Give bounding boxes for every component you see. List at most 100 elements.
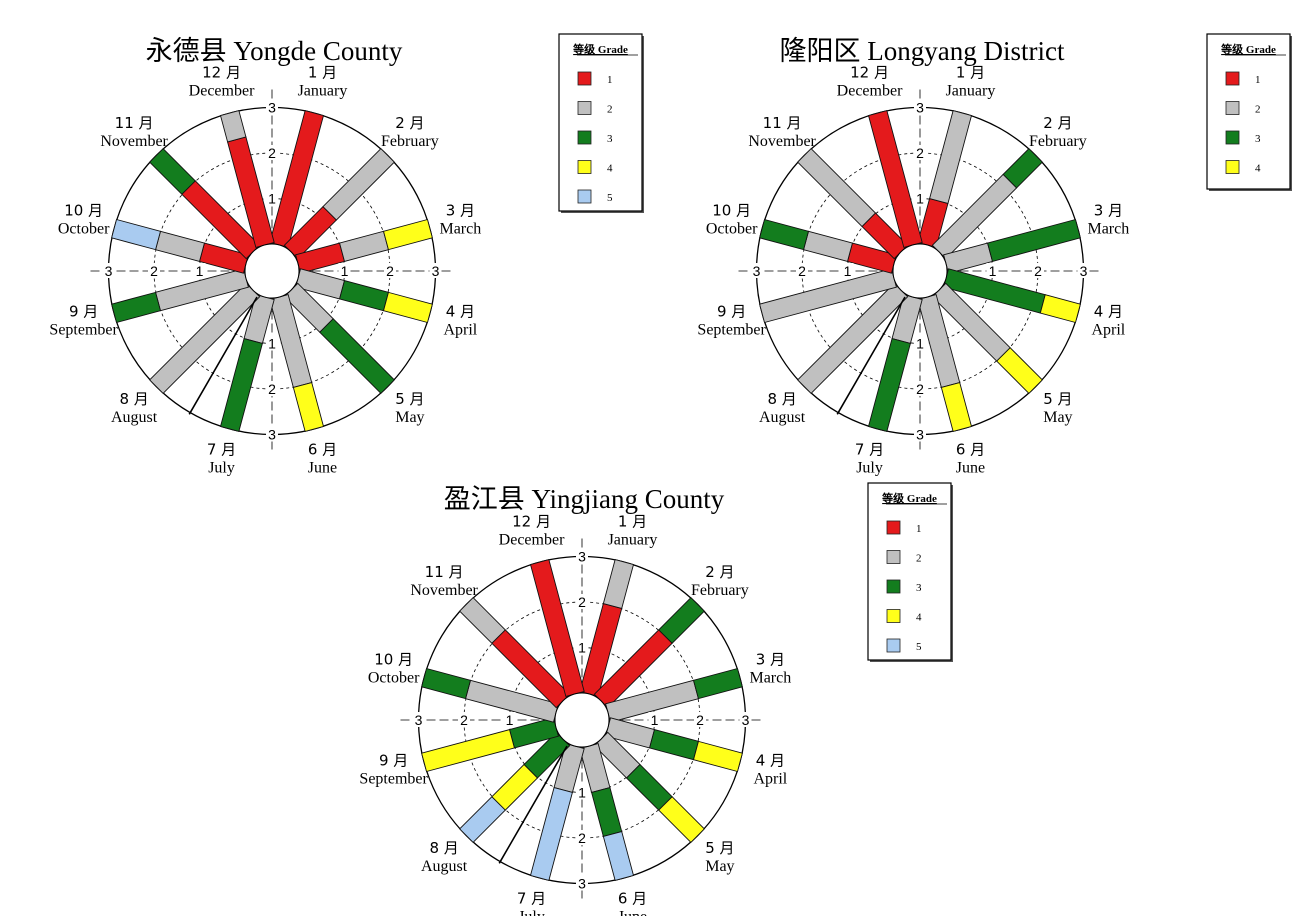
chart-title: 永德县 Yongde County: [146, 36, 403, 66]
month-label-en: September: [697, 321, 766, 338]
tick-label-bg: [266, 381, 278, 396]
tick-label: 3: [268, 100, 276, 116]
month-label-cn: 1 月: [956, 64, 985, 82]
tick-label: 1: [196, 263, 204, 279]
legend-label: 3: [607, 133, 613, 145]
center-hole: [892, 243, 948, 299]
month-bar: [111, 268, 249, 324]
tick-label: 1: [651, 712, 659, 728]
bar-segment-grade-4: [382, 291, 433, 324]
legend-label: 2: [607, 104, 613, 116]
month-bar: [917, 110, 973, 248]
month-label-en: June: [956, 459, 985, 476]
month-label-cn: 7 月: [855, 440, 884, 458]
bar-segment-grade-3: [759, 218, 810, 251]
tick-label-bg: [841, 263, 854, 278]
tick-label: 3: [432, 263, 440, 279]
tick-label-bg: [796, 263, 808, 278]
legend-swatch-grade-3: [886, 579, 901, 594]
month-label-cn: 1 月: [618, 513, 647, 531]
bar-segment-grade-5: [602, 830, 635, 881]
month-label-cn: 4 月: [756, 751, 785, 769]
bar-segment-grade-3: [319, 318, 395, 394]
month-label-cn: 2 月: [705, 563, 734, 581]
month-bar: [867, 294, 923, 432]
legend-swatch-grade-3: [577, 130, 592, 145]
tick-label-bg: [148, 263, 160, 278]
month-label-cn: 10 月: [712, 202, 751, 220]
tick-label-bg: [750, 263, 763, 278]
bar-segment-grade-3: [867, 338, 911, 432]
legend: 等级 Grade 1 2 3 4 5: [867, 482, 953, 662]
tick-label: 3: [753, 263, 761, 279]
tick-label: 2: [916, 381, 924, 397]
tick-label-bg: [576, 594, 588, 609]
month-label-en: November: [410, 582, 478, 599]
tick-label-bg: [338, 263, 351, 278]
month-bar: [459, 597, 571, 709]
month-label-cn: 4 月: [1094, 302, 1123, 320]
month-bar: [295, 268, 433, 324]
bar-segment-grade-3: [149, 148, 196, 195]
legend-title: 等级 Grade: [1220, 42, 1276, 56]
month-label-en: November: [100, 133, 168, 150]
legend-swatch-grade-2: [1225, 101, 1240, 115]
month-label-en: July: [518, 908, 545, 916]
bar-segment-grade-3: [692, 667, 743, 700]
month-label-en: December: [189, 83, 255, 100]
tick-label: 2: [1034, 263, 1042, 279]
legend-label: 1: [1255, 74, 1261, 86]
tick-label-bg: [576, 784, 588, 800]
legend-swatch-grade-4: [1225, 160, 1240, 174]
month-label-cn: 9 月: [717, 302, 746, 320]
chart-title: 隆阳区 Longyang District: [780, 36, 1065, 66]
tick-label: 2: [460, 712, 468, 728]
month-label-en: January: [298, 83, 348, 100]
tick-label: 2: [578, 830, 586, 846]
month-label-en: March: [1087, 221, 1129, 238]
bar-segment-grade-4: [658, 796, 705, 843]
tick-label: 3: [742, 712, 750, 728]
tick-label: 3: [1080, 263, 1088, 279]
legend-title: 等级 Grade: [881, 491, 937, 505]
month-label-cn: 7 月: [207, 440, 236, 458]
legend-swatch-grade-1: [886, 520, 901, 535]
month-label-en: February: [381, 133, 439, 150]
tick-label: 2: [150, 263, 158, 279]
tick-label-bg: [458, 712, 470, 727]
tick-label-bg: [266, 99, 278, 115]
tick-label: 1: [916, 336, 924, 352]
month-label-cn: 10 月: [64, 202, 103, 220]
legend: 等级 Grade 1 2 3 4: [1206, 33, 1292, 191]
month-label-en: May: [705, 858, 734, 875]
tick-label-bg: [429, 263, 442, 278]
month-label-cn: 2 月: [395, 114, 424, 132]
bar-segment-grade-4: [692, 740, 743, 773]
month-label-en: September: [359, 770, 428, 787]
month-label-en: April: [443, 321, 477, 338]
bar-segment-grade-4: [382, 218, 433, 251]
center-hole: [554, 692, 610, 748]
legend-swatch-grade-2: [886, 550, 901, 564]
legend-swatch-grade-3: [1225, 130, 1240, 145]
tick-label-bg: [266, 145, 278, 160]
month-bar: [943, 218, 1081, 274]
month-label-en: May: [395, 409, 424, 426]
month-label-en: October: [706, 221, 758, 238]
tick-label: 2: [268, 381, 276, 397]
month-label-en: June: [308, 459, 337, 476]
legend-label: 3: [916, 582, 922, 594]
month-label-cn: 12 月: [202, 64, 241, 82]
month-bar: [459, 731, 571, 843]
month-label-cn: 9 月: [379, 751, 408, 769]
month-label-cn: 1 月: [308, 64, 337, 82]
month-bar: [269, 294, 325, 432]
month-label-en: April: [753, 770, 787, 787]
month-label-en: February: [1029, 133, 1087, 150]
legend-swatch-grade-5: [886, 638, 901, 653]
month-label-cn: 6 月: [308, 440, 337, 458]
tick-label-bg: [914, 99, 926, 115]
radial-chart: 盈江县 Yingjiang County 1 1 1 1 2 2 2 2 3 3 3 3 1 月Janua…: [359, 484, 791, 916]
month-label-cn: 12 月: [850, 64, 889, 82]
bar-segment-grade-3: [1002, 148, 1043, 189]
